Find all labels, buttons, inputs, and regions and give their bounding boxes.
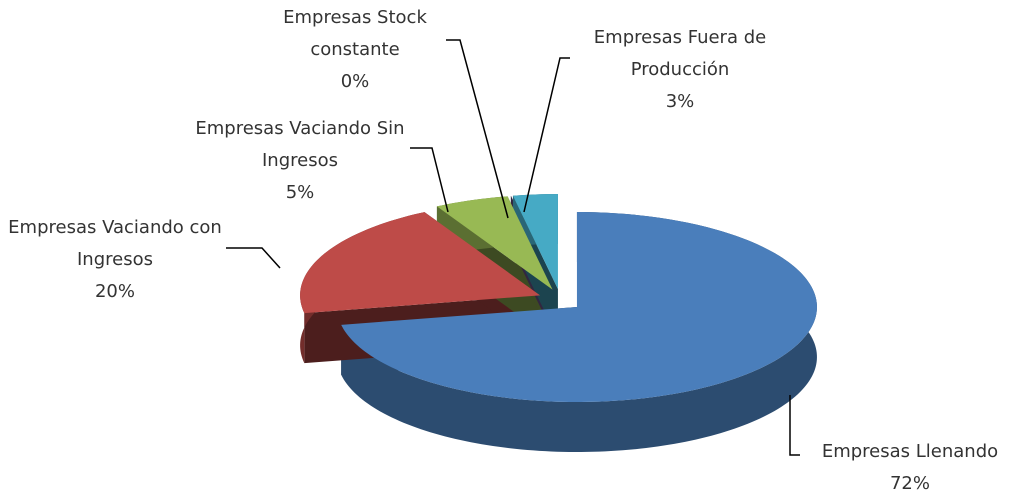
category-label: Empresas Stock constante <box>283 7 427 60</box>
category-label: Empresas Fuera de Producción <box>593 27 767 80</box>
slice <box>300 212 541 314</box>
slice <box>341 212 817 403</box>
value-label: 5% <box>285 182 315 203</box>
slice <box>436 196 553 290</box>
category-label: Empresas Vaciando Sin Ingresos <box>195 118 405 171</box>
leader-line <box>789 395 800 456</box>
data-label: Empresas Fuera de Producción 3% <box>570 22 790 118</box>
category-label: Empresas Llenando <box>821 441 999 462</box>
value-label: 20% <box>94 281 135 302</box>
category-label: Empresas Vaciando con Ingresos <box>8 217 222 270</box>
value-label: 3% <box>665 91 695 112</box>
slice <box>512 194 558 290</box>
data-label: Empresas Vaciando con Ingresos 20% <box>0 212 230 308</box>
leader-line <box>523 57 570 213</box>
leader-line <box>446 39 509 219</box>
slice-tops <box>300 194 817 403</box>
data-label: Empresas Vaciando Sin Ingresos 5% <box>195 113 405 209</box>
data-label: Empresas Stock constante 0% <box>265 2 445 98</box>
value-label: 0% <box>340 71 370 92</box>
data-label: Empresas Llenando 72% <box>800 436 1018 500</box>
value-label: 72% <box>889 473 930 494</box>
leader-line <box>410 147 449 213</box>
slices <box>300 194 817 453</box>
leader-line <box>226 247 281 269</box>
leader-lines <box>226 39 800 456</box>
